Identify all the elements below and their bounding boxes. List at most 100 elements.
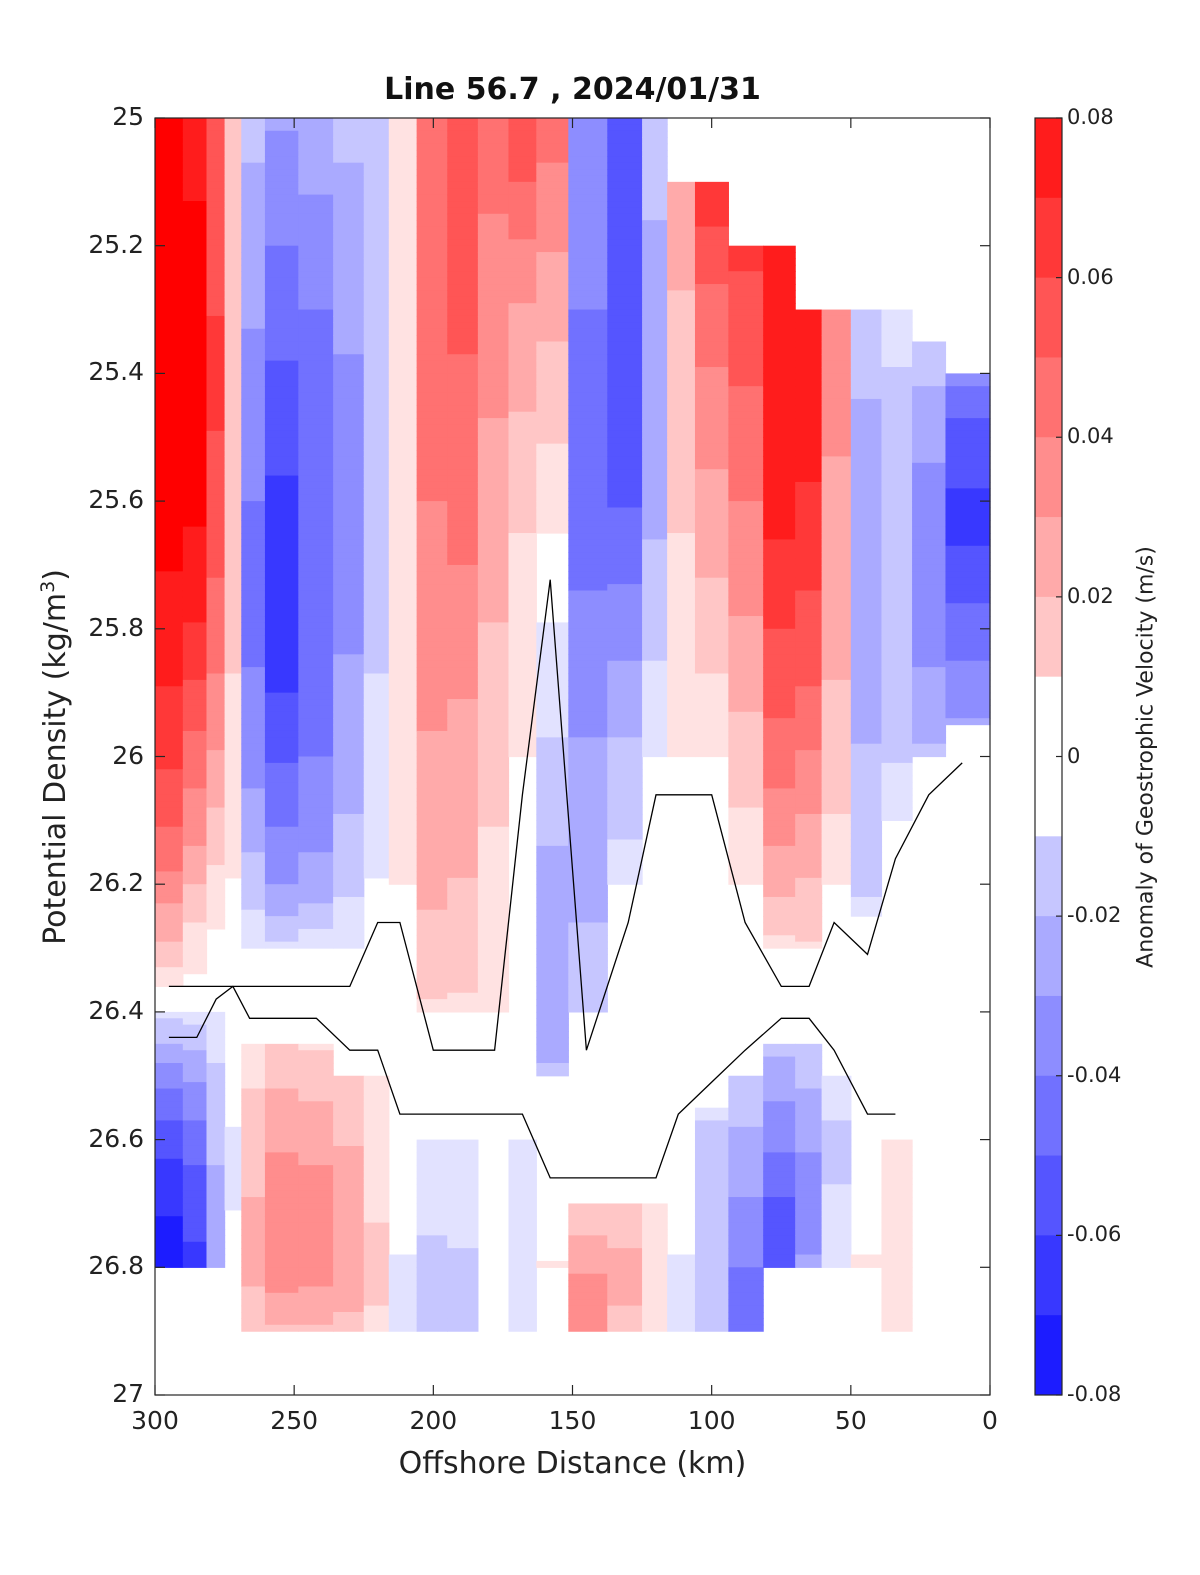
contour-cell xyxy=(363,1228,390,1236)
contour-cell xyxy=(728,826,764,834)
contour-cell xyxy=(881,603,913,611)
contour-cell xyxy=(568,169,608,177)
contour-cell xyxy=(298,1152,334,1160)
contour-cell xyxy=(642,322,668,330)
contour-cell xyxy=(447,303,479,311)
contour-cell xyxy=(224,724,242,732)
contour-cell xyxy=(298,635,334,643)
contour-cell xyxy=(447,596,479,604)
contour-cell xyxy=(694,590,729,598)
contour-cell xyxy=(763,290,796,298)
contour-cell xyxy=(477,207,510,215)
contour-cell xyxy=(241,699,266,707)
contour-cell xyxy=(536,730,569,738)
contour-cell xyxy=(607,577,643,585)
contour-cell xyxy=(182,1222,208,1230)
contour-cell xyxy=(607,1228,643,1236)
contour-cell xyxy=(264,296,299,304)
contour-cell xyxy=(206,1139,226,1147)
contour-cell xyxy=(728,750,764,758)
contour-cell xyxy=(728,807,764,815)
contour-cell xyxy=(568,137,608,145)
contour-cell xyxy=(728,424,764,432)
contour-cell xyxy=(155,533,184,541)
contour-cell xyxy=(607,1299,643,1307)
contour-cell xyxy=(536,315,569,323)
contour-cell xyxy=(333,711,365,719)
contour-cell xyxy=(155,794,184,802)
contour-cell xyxy=(568,207,608,215)
contour-cell xyxy=(182,1082,208,1090)
contour-cell xyxy=(694,1203,729,1211)
contour-cell xyxy=(264,430,299,438)
contour-cell xyxy=(447,833,479,841)
contour-cell xyxy=(333,584,365,592)
colorbar-tick-label: -0.08 xyxy=(1067,1382,1122,1406)
contour-cell xyxy=(206,577,226,585)
contour-cell xyxy=(182,130,208,138)
contour-cell xyxy=(568,813,608,821)
contour-cell xyxy=(607,1248,643,1256)
contour-cell xyxy=(536,935,569,943)
contour-cell xyxy=(536,328,569,336)
contour-cell xyxy=(363,373,390,381)
contour-cell xyxy=(388,271,418,279)
contour-cell xyxy=(508,609,537,617)
contour-cell xyxy=(821,507,852,515)
contour-cell xyxy=(333,609,365,617)
contour-cell xyxy=(155,1094,184,1102)
contour-cell xyxy=(155,379,184,387)
contour-cell xyxy=(795,801,823,809)
contour-cell xyxy=(224,813,242,821)
contour-cell xyxy=(416,896,448,904)
contour-cell xyxy=(881,622,913,630)
contour-cell xyxy=(850,679,883,687)
contour-cell xyxy=(821,367,852,375)
contour-cell xyxy=(795,1133,823,1141)
contour-cell xyxy=(821,341,852,349)
contour-cell xyxy=(241,520,266,528)
contour-cell xyxy=(241,1171,266,1179)
contour-cell xyxy=(447,501,479,509)
contour-cell xyxy=(881,335,913,343)
contour-cell xyxy=(155,577,184,585)
contour-cell xyxy=(607,769,643,777)
contour-cell xyxy=(298,616,334,624)
contour-cell xyxy=(264,609,299,617)
contour-cell xyxy=(568,315,608,323)
contour-cell xyxy=(763,622,796,630)
contour-cell xyxy=(795,367,823,375)
contour-cell xyxy=(912,424,947,432)
contour-cell xyxy=(206,909,226,917)
contour-cell xyxy=(416,743,448,751)
contour-cell xyxy=(667,411,696,419)
contour-cell xyxy=(728,1145,764,1153)
contour-cell xyxy=(182,1158,208,1166)
contour-cell xyxy=(763,1158,796,1166)
contour-cell xyxy=(155,845,184,853)
contour-cell xyxy=(416,475,448,483)
contour-cell xyxy=(224,335,242,343)
contour-cell xyxy=(850,533,883,541)
contour-cell xyxy=(447,743,479,751)
contour-cell xyxy=(821,743,852,751)
contour-cell xyxy=(728,756,764,764)
contour-cell xyxy=(477,450,510,458)
contour-cell xyxy=(298,935,334,943)
contour-cell xyxy=(477,775,510,783)
contour-cell xyxy=(763,801,796,809)
contour-cell xyxy=(795,1197,823,1205)
contour-cell xyxy=(912,673,947,681)
contour-cell xyxy=(642,660,668,668)
contour-cell xyxy=(881,347,913,355)
contour-cell xyxy=(607,539,643,547)
contour-cell xyxy=(642,424,668,432)
contour-cell xyxy=(881,737,913,745)
contour-cell xyxy=(182,826,208,834)
contour-cell xyxy=(477,539,510,547)
contour-cell xyxy=(333,520,365,528)
contour-cell xyxy=(241,1228,266,1236)
contour-cell xyxy=(224,303,242,311)
contour-cell xyxy=(206,1024,226,1032)
contour-cell xyxy=(667,679,696,687)
